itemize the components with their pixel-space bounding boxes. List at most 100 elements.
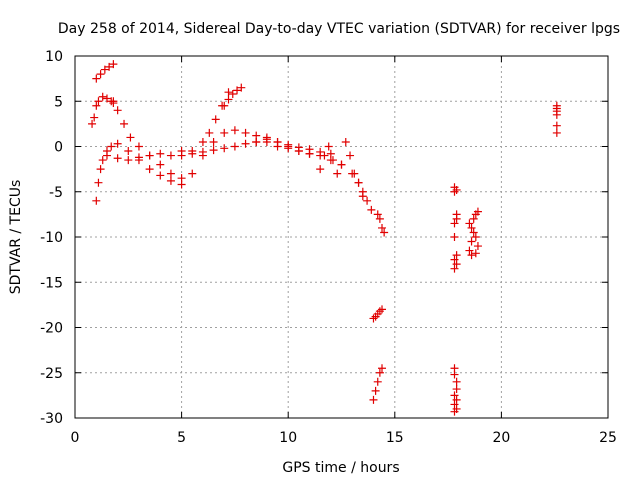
data-point xyxy=(552,121,561,130)
series-seg-17a xyxy=(450,183,461,273)
data-point xyxy=(198,137,207,146)
axis-ticks: 0 5 10 15 20 25 -30 -25 -20 -15 -10 -5 0 5 10 xyxy=(40,49,617,446)
data-point xyxy=(109,97,118,106)
data-point xyxy=(273,142,282,151)
y-tick-label: 5 xyxy=(54,94,63,110)
data-point xyxy=(469,228,478,237)
grid-lines xyxy=(75,56,608,418)
data-point xyxy=(378,364,387,373)
data-point xyxy=(294,147,303,156)
data-point xyxy=(120,119,129,128)
data-point xyxy=(465,219,474,228)
data-point xyxy=(100,65,109,74)
data-point xyxy=(230,126,239,135)
data-point xyxy=(113,154,122,163)
data-point xyxy=(228,90,237,99)
data-point xyxy=(145,165,154,174)
data-point xyxy=(92,196,101,205)
data-point xyxy=(177,151,186,160)
y-axis-label: SDTVAR / TECUs xyxy=(8,180,24,295)
data-point xyxy=(450,391,459,400)
data-point xyxy=(98,156,107,165)
data-point xyxy=(371,386,380,395)
data-point xyxy=(375,214,384,223)
series-seg-17b xyxy=(450,364,461,416)
data-point xyxy=(452,251,461,260)
data-point xyxy=(378,223,387,232)
data-point xyxy=(471,249,480,258)
data-point xyxy=(473,207,482,216)
data-point xyxy=(113,139,122,148)
data-point xyxy=(452,260,461,269)
data-point xyxy=(471,233,480,241)
y-tick-label: -10 xyxy=(40,230,63,246)
data-point xyxy=(552,101,561,110)
data-point xyxy=(341,137,350,146)
data-point xyxy=(363,196,372,205)
data-point xyxy=(373,210,382,219)
series-arc-g xyxy=(220,83,246,110)
data-point xyxy=(252,137,261,146)
x-tick-label: 25 xyxy=(599,430,617,446)
data-point xyxy=(94,97,103,106)
data-point xyxy=(105,62,114,71)
data-point xyxy=(469,214,478,223)
data-point xyxy=(156,149,165,158)
data-point xyxy=(220,101,229,110)
data-point xyxy=(452,185,461,194)
data-point xyxy=(124,147,133,156)
data-points xyxy=(88,60,561,416)
x-tick-label: 15 xyxy=(386,430,404,446)
data-point xyxy=(211,115,220,124)
data-point xyxy=(450,407,459,416)
data-point xyxy=(450,187,459,196)
data-point xyxy=(224,95,233,104)
data-point xyxy=(333,169,342,178)
data-point xyxy=(473,242,482,251)
y-tick-label: -5 xyxy=(49,185,63,201)
data-point xyxy=(241,128,250,137)
data-point xyxy=(96,70,105,79)
data-point xyxy=(209,137,218,146)
data-point xyxy=(467,237,476,246)
data-point xyxy=(328,156,337,165)
data-point xyxy=(450,264,459,273)
data-point xyxy=(350,169,359,178)
data-point xyxy=(177,174,186,183)
data-point xyxy=(378,305,387,314)
series-seg-18 xyxy=(465,207,482,260)
x-axis-label: GPS time / hours xyxy=(282,460,399,476)
y-tick-label: -20 xyxy=(40,321,63,337)
data-point xyxy=(205,128,214,137)
data-point xyxy=(452,385,461,394)
data-point xyxy=(262,137,271,146)
data-point xyxy=(346,151,355,160)
data-point xyxy=(552,128,561,137)
data-point xyxy=(367,205,376,214)
data-point xyxy=(230,142,239,151)
data-point xyxy=(209,146,218,155)
data-point xyxy=(107,142,116,151)
x-tick-label: 10 xyxy=(279,430,297,446)
series-cluster-12-13 xyxy=(316,137,367,201)
data-point xyxy=(198,147,207,156)
series-arc-e xyxy=(102,135,335,165)
series-seg-14b xyxy=(369,305,387,323)
data-point xyxy=(102,151,111,160)
y-tick-label: 0 xyxy=(54,140,63,156)
data-point xyxy=(113,106,122,115)
data-point xyxy=(90,113,99,122)
data-point xyxy=(88,119,97,128)
data-point xyxy=(316,165,325,174)
data-point xyxy=(337,160,346,169)
y-tick-label: -25 xyxy=(40,366,63,382)
data-point xyxy=(452,395,461,404)
data-point xyxy=(354,178,363,187)
data-point xyxy=(92,101,101,110)
data-point xyxy=(156,171,165,180)
data-point xyxy=(465,246,474,255)
data-point xyxy=(450,233,459,241)
data-point xyxy=(369,395,378,404)
x-tick-label: 5 xyxy=(177,430,186,446)
